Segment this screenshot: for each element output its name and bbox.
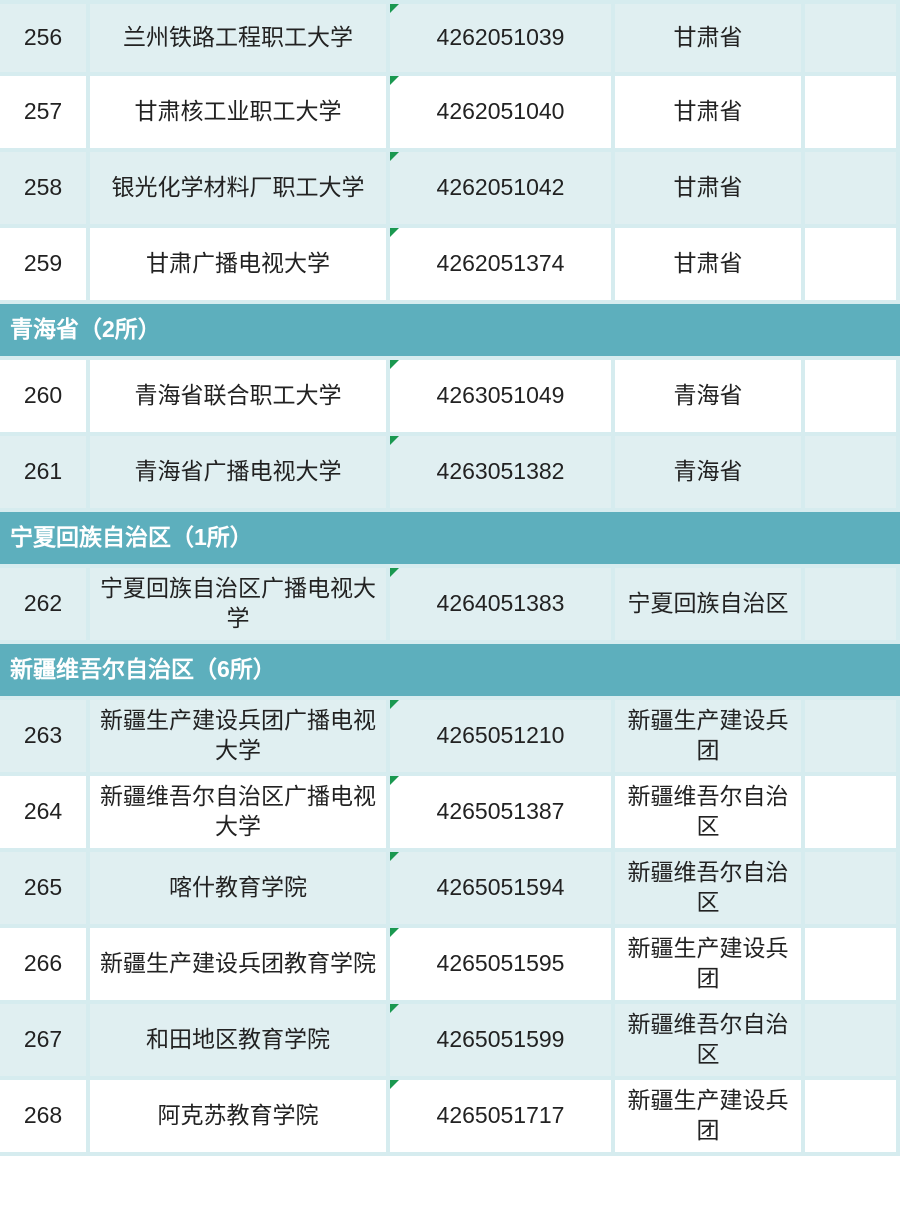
remark-cell	[805, 360, 900, 436]
schools-table: 256兰州铁路工程职工大学4262051039甘肃省257甘肃核工业职工大学42…	[0, 0, 900, 1156]
school-code-cell: 4264051383	[390, 568, 615, 644]
school-name-cell: 新疆生产建设兵团教育学院	[90, 928, 390, 1004]
school-name-cell: 宁夏回族自治区广播电视大学	[90, 568, 390, 644]
school-name-cell: 银光化学材料厂职工大学	[90, 152, 390, 228]
row-index-cell: 266	[0, 928, 90, 1004]
section-header-row: 宁夏回族自治区（1所）	[0, 512, 900, 568]
table-row: 264新疆维吾尔自治区广播电视大学4265051387新疆维吾尔自治区	[0, 776, 900, 852]
row-index-cell: 268	[0, 1080, 90, 1156]
school-code-cell: 4262051042	[390, 152, 615, 228]
table-row: 261青海省广播电视大学4263051382青海省	[0, 436, 900, 512]
row-index-cell: 263	[0, 700, 90, 776]
table-row: 267和田地区教育学院4265051599新疆维吾尔自治区	[0, 1004, 900, 1080]
school-name-cell: 甘肃广播电视大学	[90, 228, 390, 304]
remark-cell	[805, 568, 900, 644]
department-cell: 新疆维吾尔自治区	[615, 1004, 805, 1080]
department-cell: 青海省	[615, 436, 805, 512]
department-cell: 甘肃省	[615, 152, 805, 228]
table-row: 268阿克苏教育学院4265051717新疆生产建设兵团	[0, 1080, 900, 1156]
table-row: 266新疆生产建设兵团教育学院4265051595新疆生产建设兵团	[0, 928, 900, 1004]
row-index-cell: 260	[0, 360, 90, 436]
school-code-cell: 4265051387	[390, 776, 615, 852]
school-code-cell: 4262051040	[390, 76, 615, 152]
school-name-cell: 新疆维吾尔自治区广播电视大学	[90, 776, 390, 852]
table-row: 258银光化学材料厂职工大学4262051042甘肃省	[0, 152, 900, 228]
school-code-cell: 4265051210	[390, 700, 615, 776]
school-name-cell: 和田地区教育学院	[90, 1004, 390, 1080]
section-header-label: 宁夏回族自治区（1所）	[0, 512, 900, 568]
table-row: 263新疆生产建设兵团广播电视大学4265051210新疆生产建设兵团	[0, 700, 900, 776]
department-cell: 宁夏回族自治区	[615, 568, 805, 644]
row-index-cell: 257	[0, 76, 90, 152]
school-name-cell: 青海省广播电视大学	[90, 436, 390, 512]
table-row: 265喀什教育学院4265051594新疆维吾尔自治区	[0, 852, 900, 928]
school-code-cell: 4265051594	[390, 852, 615, 928]
school-name-cell: 甘肃核工业职工大学	[90, 76, 390, 152]
school-code-cell: 4265051599	[390, 1004, 615, 1080]
school-code-cell: 4263051049	[390, 360, 615, 436]
remark-cell	[805, 852, 900, 928]
department-cell: 青海省	[615, 360, 805, 436]
remark-cell	[805, 776, 900, 852]
row-index-cell: 264	[0, 776, 90, 852]
section-header-row: 青海省（2所）	[0, 304, 900, 360]
table-row: 256兰州铁路工程职工大学4262051039甘肃省	[0, 0, 900, 76]
remark-cell	[805, 1004, 900, 1080]
remark-cell	[805, 928, 900, 1004]
school-code-cell: 4262051039	[390, 0, 615, 76]
remark-cell	[805, 228, 900, 304]
department-cell: 新疆生产建设兵团	[615, 928, 805, 1004]
school-name-cell: 新疆生产建设兵团广播电视大学	[90, 700, 390, 776]
row-index-cell: 258	[0, 152, 90, 228]
section-header-label: 新疆维吾尔自治区（6所）	[0, 644, 900, 700]
table-row: 262宁夏回族自治区广播电视大学4264051383宁夏回族自治区	[0, 568, 900, 644]
department-cell: 甘肃省	[615, 76, 805, 152]
department-cell: 新疆生产建设兵团	[615, 700, 805, 776]
row-index-cell: 265	[0, 852, 90, 928]
department-cell: 甘肃省	[615, 0, 805, 76]
table-row: 257甘肃核工业职工大学4262051040甘肃省	[0, 76, 900, 152]
department-cell: 甘肃省	[615, 228, 805, 304]
school-name-cell: 喀什教育学院	[90, 852, 390, 928]
row-index-cell: 267	[0, 1004, 90, 1080]
school-code-cell: 4265051717	[390, 1080, 615, 1156]
remark-cell	[805, 700, 900, 776]
table-row: 259甘肃广播电视大学4262051374甘肃省	[0, 228, 900, 304]
school-name-cell: 兰州铁路工程职工大学	[90, 0, 390, 76]
school-code-cell: 4263051382	[390, 436, 615, 512]
school-name-cell: 青海省联合职工大学	[90, 360, 390, 436]
remark-cell	[805, 76, 900, 152]
remark-cell	[805, 1080, 900, 1156]
school-name-cell: 阿克苏教育学院	[90, 1080, 390, 1156]
remark-cell	[805, 152, 900, 228]
school-code-cell: 4265051595	[390, 928, 615, 1004]
row-index-cell: 256	[0, 0, 90, 76]
department-cell: 新疆维吾尔自治区	[615, 852, 805, 928]
school-code-cell: 4262051374	[390, 228, 615, 304]
department-cell: 新疆维吾尔自治区	[615, 776, 805, 852]
section-header-row: 新疆维吾尔自治区（6所）	[0, 644, 900, 700]
row-index-cell: 259	[0, 228, 90, 304]
section-header-label: 青海省（2所）	[0, 304, 900, 360]
remark-cell	[805, 436, 900, 512]
row-index-cell: 261	[0, 436, 90, 512]
table-row: 260青海省联合职工大学4263051049青海省	[0, 360, 900, 436]
remark-cell	[805, 0, 900, 76]
department-cell: 新疆生产建设兵团	[615, 1080, 805, 1156]
row-index-cell: 262	[0, 568, 90, 644]
